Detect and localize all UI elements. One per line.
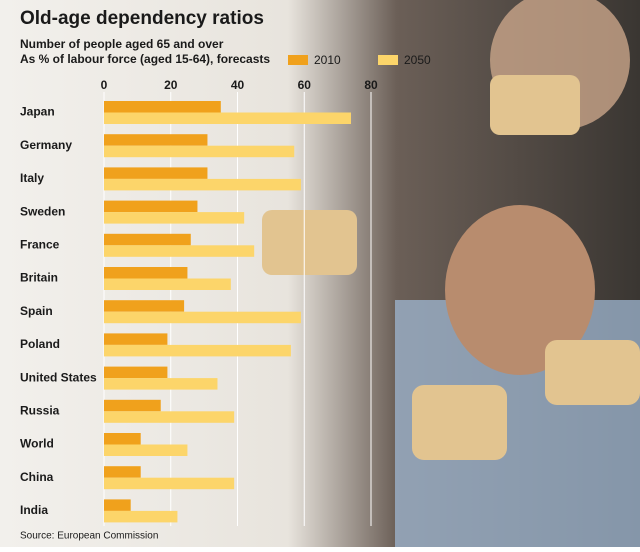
y-tick-label: Germany: [20, 138, 72, 152]
bar: [104, 167, 208, 179]
y-tick-label: Poland: [20, 337, 60, 351]
bar: [104, 300, 185, 312]
photo-dumbbell: [262, 210, 357, 275]
y-tick-label: Italy: [20, 171, 44, 185]
y-tick-label: Sweden: [20, 204, 65, 218]
bar: [104, 278, 231, 290]
bar: [104, 178, 301, 191]
legend-label: 2050: [404, 53, 431, 67]
bar: [104, 399, 161, 412]
y-tick-label: World: [20, 437, 54, 451]
x-tick-label: 20: [164, 78, 178, 92]
bar: [104, 212, 245, 224]
y-tick-label: Britain: [20, 271, 58, 285]
y-tick-label: Spain: [20, 304, 53, 318]
photo-dumbbell: [490, 75, 580, 135]
bar: [104, 411, 235, 423]
bar: [104, 378, 218, 390]
bar: [104, 344, 291, 357]
bar: [104, 267, 188, 279]
bar: [104, 366, 168, 379]
bar: [104, 433, 141, 445]
legend-label: 2010: [314, 53, 341, 67]
y-tick-label: United States: [20, 370, 97, 384]
bar: [104, 145, 295, 158]
y-tick-label: India: [20, 503, 48, 517]
photo-face-woman: [445, 205, 595, 375]
subtitle: Number of people aged 65 and over: [20, 37, 224, 51]
x-tick-label: 40: [231, 78, 245, 92]
bar: [104, 333, 168, 345]
y-tick-label: Japan: [20, 105, 55, 119]
bar: [104, 510, 178, 523]
bar: [104, 101, 221, 113]
legend: 2010 2050: [288, 53, 431, 67]
x-tick-label: 60: [298, 78, 312, 92]
legend-swatch: [288, 55, 308, 65]
bar: [104, 466, 141, 478]
bar: [104, 477, 235, 490]
photo-dumbbell: [412, 385, 507, 460]
chart-title: Old-age dependency ratios: [20, 8, 264, 29]
source: Source: European Commission: [20, 531, 158, 542]
subtitle: As % of labour force (aged 15-64), forec…: [20, 52, 270, 66]
bar: [104, 499, 131, 511]
x-tick-label: 80: [364, 78, 378, 92]
y-tick-label: Russia: [20, 403, 60, 417]
bar: [104, 444, 188, 456]
bar: [104, 134, 208, 146]
bar: [104, 233, 191, 246]
y-tick-label: France: [20, 237, 60, 251]
x-tick-label: 0: [101, 78, 108, 92]
bar: [104, 245, 255, 257]
bar: [104, 200, 198, 213]
bar: [104, 311, 301, 324]
bar: [104, 112, 351, 124]
legend-swatch: [378, 55, 398, 65]
photo-dumbbell: [545, 340, 640, 405]
y-tick-label: China: [20, 470, 54, 484]
